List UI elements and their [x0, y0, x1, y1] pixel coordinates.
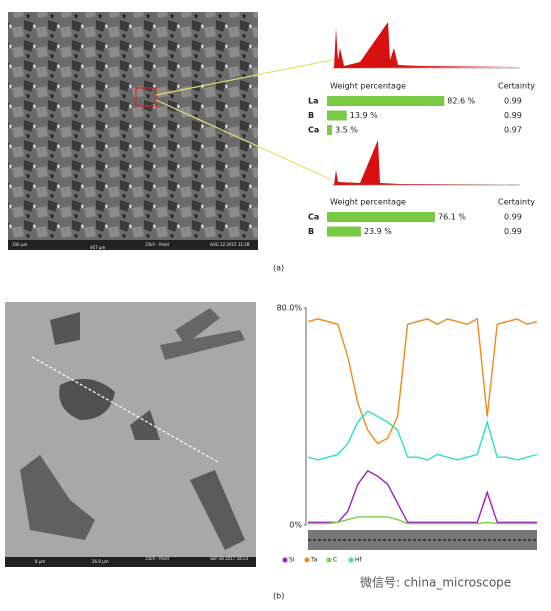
legend-swatch — [326, 557, 332, 563]
legend-swatch — [348, 557, 354, 563]
bar — [327, 110, 347, 121]
value-label: 23.9 % — [364, 227, 392, 236]
series-line — [308, 516, 537, 525]
table-header: Weight percentage — [330, 82, 406, 91]
watermark: 微信号: china_microscope — [360, 576, 511, 590]
bar — [327, 212, 436, 222]
value-label: 82.6 % — [447, 97, 475, 106]
eds-tables: Weight percentage Certainty La 82.6 % 0.99 B 1… — [308, 82, 535, 237]
bar — [327, 96, 445, 106]
legend-label: Ta — [310, 557, 318, 564]
legend-label: C — [333, 557, 337, 564]
image-label: SEP 28 2017 18:13 — [210, 556, 249, 561]
sem-image-a: 100 μm 15kV - Point AUG 12 2015 11:28 46… — [8, 12, 333, 250]
table-header: Weight percentage — [330, 198, 406, 207]
table-header: Certainty — [498, 82, 535, 91]
bar — [327, 125, 332, 135]
value-label: 76.1 % — [438, 213, 466, 222]
legend-label: Hf — [355, 557, 363, 564]
value-label: 3.5 % — [335, 126, 358, 135]
sem-image-b: 8 μm 26.9 μm 15kV - Point SEP 28 2017 18… — [5, 302, 256, 567]
image-label: AUG 12 2015 11:28 — [210, 242, 250, 247]
line-scan-chart: 80.0% 0% Si Ta C Hf — [277, 302, 538, 564]
legend-swatch — [282, 557, 288, 563]
y-tick-label: 80.0% — [277, 304, 303, 313]
plot-background — [308, 302, 537, 530]
spectrum-2 — [332, 140, 520, 186]
image-label: 26.9 μm — [92, 559, 109, 564]
series-line — [307, 317, 538, 445]
element-label: Ca — [308, 213, 319, 222]
y-tick-label: 0% — [289, 521, 302, 530]
certainty: 0.99 — [504, 111, 522, 120]
image-label: 8 μm — [35, 559, 45, 564]
element-label: La — [308, 97, 319, 106]
certainty: 0.99 — [504, 97, 522, 106]
caption: (b) — [273, 592, 284, 601]
certainty: 0.97 — [504, 126, 522, 135]
legend-swatch — [304, 557, 310, 563]
bar — [327, 226, 361, 237]
element-label: B — [308, 111, 314, 120]
table-header: Certainty — [498, 198, 535, 207]
element-label: B — [308, 227, 314, 236]
image-label: 100 μm — [12, 242, 27, 247]
scan-strip — [308, 530, 537, 550]
series-line — [307, 410, 538, 461]
image-label: 15kV - Point — [145, 556, 169, 561]
series-line — [308, 469, 537, 523]
value-label: 13.9 % — [350, 111, 378, 120]
spectrum-1 — [332, 22, 520, 69]
element-label: Ca — [308, 126, 319, 135]
image-label: 15kV - Point — [145, 242, 169, 247]
certainty: 0.99 — [504, 213, 522, 222]
caption: (a) — [273, 264, 284, 273]
certainty: 0.99 — [504, 227, 522, 236]
legend-label: Si — [289, 557, 295, 564]
image-label: 467 μm — [90, 245, 105, 250]
